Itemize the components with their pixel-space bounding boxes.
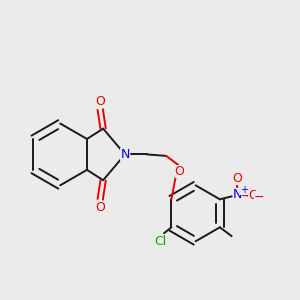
- Text: O: O: [248, 189, 258, 202]
- Text: O: O: [232, 172, 242, 184]
- Text: O: O: [175, 165, 184, 178]
- Text: N: N: [233, 188, 242, 201]
- Text: O: O: [95, 201, 105, 214]
- Text: −: −: [254, 191, 265, 204]
- Text: N: N: [120, 148, 130, 161]
- Text: O: O: [95, 95, 105, 108]
- Text: +: +: [240, 184, 248, 195]
- Text: Cl: Cl: [154, 235, 166, 248]
